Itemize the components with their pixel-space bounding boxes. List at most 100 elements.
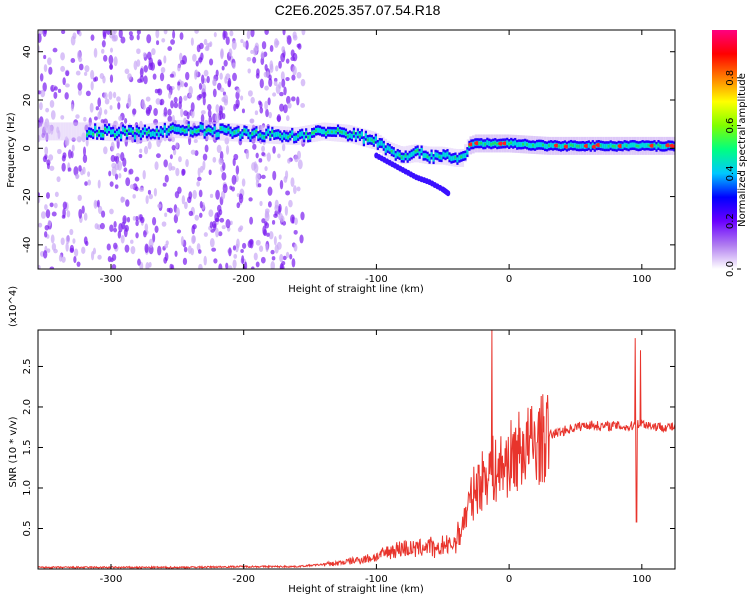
ridge-core	[121, 126, 125, 132]
noise-blob	[139, 75, 144, 83]
noise-blob	[247, 90, 253, 97]
noise-blob	[261, 218, 266, 224]
ridge-core	[446, 151, 449, 157]
noise-blob	[181, 168, 186, 176]
ridge-halo	[42, 122, 45, 141]
ridge-core	[253, 130, 256, 136]
noise-blob	[75, 114, 80, 119]
noise-blob	[292, 34, 298, 41]
noise-blob	[103, 92, 108, 100]
noise-blob	[124, 117, 128, 124]
ridge-core	[663, 144, 666, 150]
noise-blob	[82, 154, 88, 163]
ridge-core	[621, 143, 624, 149]
ridge-core	[609, 142, 612, 148]
noise-blob	[118, 30, 123, 39]
noise-blob	[300, 78, 306, 87]
noise-blob	[153, 107, 158, 116]
ridge-hot	[147, 130, 151, 133]
ridge-hot	[263, 136, 266, 139]
ridge-hot	[557, 144, 561, 148]
ridge-core	[432, 156, 435, 162]
ridge-core	[516, 142, 519, 148]
noise-blob	[192, 53, 197, 62]
noise-blob	[96, 199, 100, 208]
ridge-core	[482, 141, 485, 147]
noise-blob	[155, 30, 160, 39]
noise-blob	[228, 48, 233, 57]
noise-blob	[150, 62, 155, 71]
noise-blob	[285, 76, 290, 82]
noise-blob	[241, 178, 246, 187]
noise-blob	[257, 183, 262, 188]
ridge-core	[615, 144, 618, 150]
ridge-halo	[58, 122, 61, 141]
noise-blob	[45, 209, 51, 219]
noise-blob	[178, 156, 182, 163]
ridge-core	[623, 142, 626, 148]
noise-blob	[270, 249, 275, 255]
noise-blob	[90, 69, 95, 80]
ridge-halo	[55, 122, 58, 141]
ridge-hot	[438, 155, 441, 159]
noise-blob	[283, 104, 288, 114]
noise-blob	[213, 223, 217, 231]
noise-blob	[145, 261, 150, 269]
noise-blob	[104, 98, 110, 105]
noise-blob	[44, 231, 48, 238]
noise-blob	[284, 205, 288, 216]
ridge-core	[235, 129, 238, 135]
noise-blob	[97, 205, 103, 215]
noise-blob	[62, 77, 66, 86]
ridge-hot	[227, 127, 230, 131]
noise-blob	[136, 34, 140, 41]
ridge-hot	[416, 149, 419, 152]
ridge-hot	[569, 143, 573, 147]
ridge-core	[392, 149, 395, 155]
noise-blob	[40, 89, 46, 98]
noise-blob	[163, 106, 168, 117]
noise-blob	[207, 103, 212, 111]
noise-blob	[209, 221, 214, 229]
ridge-hot	[358, 134, 362, 138]
noise-blob	[207, 42, 212, 48]
noise-blob	[232, 157, 236, 167]
x-tick-label: -300	[100, 274, 123, 285]
noise-blob	[218, 105, 223, 115]
noise-blob	[117, 102, 121, 110]
snr-ylabel: SNR (10 * v/v)	[8, 416, 19, 487]
ridge-hot	[522, 143, 525, 146]
noise-blob	[233, 103, 237, 112]
noise-blob	[142, 169, 146, 180]
noise-blob	[132, 215, 137, 221]
noise-blob	[173, 96, 178, 104]
noise-blob	[236, 88, 241, 94]
ridge-core	[436, 152, 439, 158]
noise-blob	[281, 143, 286, 152]
noise-blob	[42, 155, 47, 163]
noise-blob	[279, 254, 284, 263]
ridge-core	[273, 132, 276, 138]
noise-blob	[208, 58, 214, 66]
noise-blob	[216, 204, 222, 213]
noise-blob	[171, 264, 175, 269]
noise-blob	[58, 254, 63, 262]
ridge-hot	[426, 155, 429, 158]
ridge-hot	[366, 138, 369, 142]
ridge-halo	[76, 122, 80, 141]
noise-blob	[269, 63, 274, 73]
colorbar-tick-label: 0.4	[725, 165, 736, 181]
ridge-core	[211, 129, 214, 135]
noise-blob	[145, 106, 151, 116]
noise-blob	[78, 56, 83, 63]
ridge-core	[452, 155, 455, 161]
noise-blob	[278, 234, 282, 240]
noise-blob	[75, 70, 81, 76]
noise-blob	[254, 42, 259, 52]
noise-blob	[108, 170, 112, 177]
ridge-hot	[167, 129, 170, 132]
noise-blob	[60, 115, 65, 120]
page-title: C2E6.2025.357.07.54.R18	[274, 2, 441, 18]
noise-blob	[199, 212, 203, 218]
noise-blob	[190, 102, 195, 112]
